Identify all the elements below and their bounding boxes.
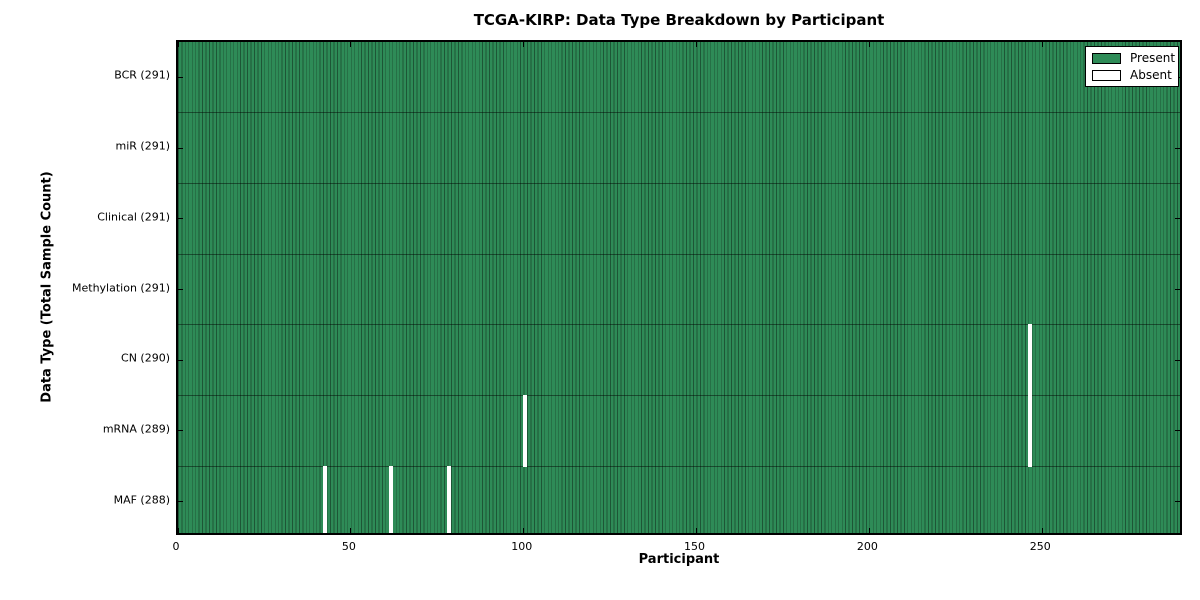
x-tick-mark-bottom (868, 528, 870, 533)
y-tick-mark-right (1175, 359, 1180, 361)
absent-mark-mRNA-100 (523, 395, 528, 467)
legend-label-absent: Absent (1130, 68, 1172, 82)
y-tick-mark-left (178, 430, 183, 432)
y-tick-label-CN: CN (290) (121, 351, 170, 365)
y-tick-mark-left (178, 147, 183, 149)
row-boundary (178, 182, 1180, 184)
plot-area (176, 40, 1182, 535)
x-tick-mark-top (178, 42, 179, 47)
legend-item-present: Present (1092, 51, 1176, 65)
row-boundary (178, 324, 1180, 326)
x-tick-mark-bottom (350, 528, 352, 533)
row-boundary (178, 395, 1180, 397)
y-tick-mark-right (1175, 501, 1180, 503)
x-tick-mark-top (1041, 42, 1043, 47)
absent-mark-MAF-61 (388, 465, 393, 533)
y-tick-mark-left (178, 359, 183, 361)
x-tick-mark-top (696, 42, 698, 47)
absent-mark-MAF-42 (322, 465, 327, 533)
x-tick-label-200: 200 (856, 540, 878, 553)
x-tick-mark-bottom (523, 528, 525, 533)
y-tick-mark-left (178, 501, 183, 503)
y-tick-mark-right (1175, 218, 1180, 220)
legend-swatch-present (1092, 52, 1121, 64)
x-tick-label-100: 100 (511, 540, 533, 553)
x-tick-mark-bottom (696, 528, 698, 533)
x-tick-mark-bottom (1041, 528, 1043, 533)
y-tick-mark-left (178, 289, 183, 290)
chart-title: TCGA-KIRP: Data Type Breakdown by Partic… (473, 11, 885, 29)
x-tick-label-250: 250 (1029, 540, 1051, 553)
legend-label-present: Present (1130, 51, 1176, 65)
y-tick-mark-right (1175, 147, 1180, 149)
y-tick-label-Clinical: Clinical (291) (97, 210, 170, 224)
y-tick-label-miR: miR (291) (115, 139, 171, 153)
row-boundary (178, 465, 1180, 467)
y-tick-mark-left (178, 76, 183, 78)
y-tick-label-mRNA: mRNA (289) (102, 422, 170, 436)
legend-item-absent: Absent (1092, 69, 1172, 81)
legend: Present Absent (1085, 46, 1179, 87)
y-axis-label: Data Type (Total Sample Count) (39, 171, 55, 403)
x-tick-mark-top (523, 42, 525, 47)
row-boundary (178, 112, 1180, 114)
legend-swatch-absent (1092, 69, 1121, 81)
x-tick-label-0: 0 (172, 540, 180, 553)
row-boundary (178, 253, 1180, 255)
y-tick-label-Methylation: Methylation (291) (72, 281, 170, 294)
absent-mark-CN-246 (1028, 324, 1033, 397)
x-tick-mark-top (350, 42, 352, 47)
y-tick-label-MAF: MAF (288) (113, 493, 170, 507)
y-tick-label-BCR: BCR (291) (114, 68, 170, 82)
y-tick-mark-left (178, 218, 183, 220)
x-axis-label: Participant (638, 552, 720, 567)
x-tick-label-150: 150 (684, 540, 706, 553)
x-tick-mark-bottom (178, 528, 179, 533)
y-tick-mark-right (1175, 289, 1180, 290)
y-tick-mark-right (1175, 430, 1180, 432)
x-tick-mark-top (868, 42, 870, 47)
absent-mark-MAF-78 (447, 465, 452, 533)
presence-matrix (178, 42, 1180, 533)
x-tick-label-50: 50 (341, 540, 356, 553)
absent-mark-mRNA-246 (1028, 395, 1033, 467)
